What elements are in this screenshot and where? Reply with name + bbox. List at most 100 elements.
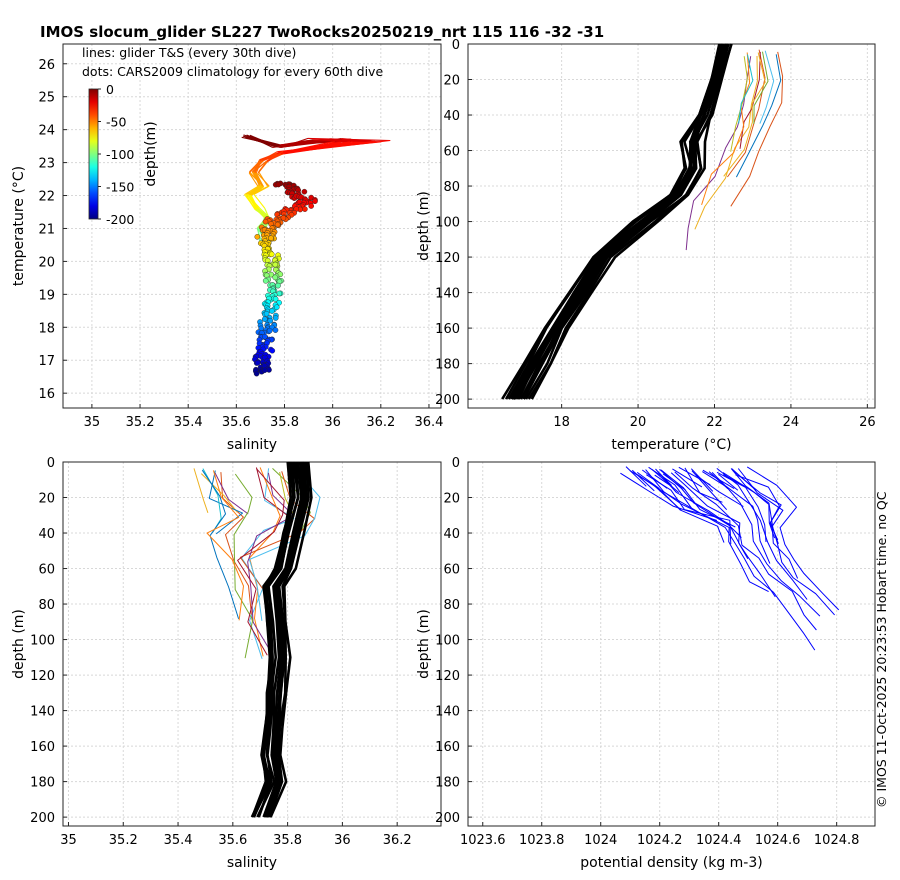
- y-axis-label: depth (m): [11, 609, 27, 679]
- x-tick-label: 35.8: [273, 833, 302, 848]
- y-tick-label: 16: [38, 387, 55, 402]
- density-profile: [711, 472, 771, 564]
- glider-temperature-profile: [527, 43, 733, 400]
- climatology-temperature-profile: [753, 51, 769, 125]
- colorbar-tick-label: -50: [106, 115, 126, 130]
- y-tick-label: 160: [435, 740, 460, 755]
- climatology-temperature-profile: [730, 56, 748, 152]
- glider-ts-line: [254, 160, 261, 174]
- depth-density-panel: 1023.6 1023.8 1024 1024.2 1024.4 1024.6 1024.8…: [416, 456, 876, 871]
- x-tick-label: 36.2: [366, 415, 395, 430]
- density-profile: [674, 471, 817, 631]
- y-tick-label: 180: [435, 776, 460, 791]
- x-tick-label: 35.2: [126, 415, 155, 430]
- density-profile: [678, 466, 711, 486]
- x-tick-label: 35.6: [222, 415, 251, 430]
- climatology-salinity-profile: [206, 470, 244, 621]
- density-profile: [637, 474, 816, 651]
- glider-ts-line: [246, 184, 262, 195]
- x-tick-label: 1024.2: [637, 833, 683, 848]
- y-tick-label: 20: [443, 492, 460, 507]
- y-tick-label: 19: [38, 288, 55, 303]
- x-tick-label: 36.4: [414, 415, 443, 430]
- glider-ts-line: [282, 140, 364, 153]
- density-profile: [657, 470, 672, 486]
- density-profile: [646, 474, 732, 545]
- glider-salinity-profile: [256, 461, 300, 818]
- y-tick-label: 200: [435, 393, 460, 408]
- axes-frame: [62, 461, 442, 827]
- climatology-dot: [262, 277, 269, 284]
- y-tick-label: 200: [435, 811, 460, 826]
- x-tick-label: 22: [706, 415, 723, 430]
- x-tick-label: 35: [60, 833, 77, 848]
- y-tick-label: 24: [38, 124, 55, 139]
- climatology-salinity-profile: [237, 468, 285, 656]
- colorbar-tick-label: -150: [106, 180, 134, 195]
- climatology-salinity-profile: [248, 468, 321, 621]
- y-tick-label: 40: [443, 109, 460, 124]
- climatology-salinity-profile: [214, 472, 249, 515]
- climatology-dot: [275, 282, 281, 289]
- density-profile: [746, 466, 840, 611]
- glider-ts-line: [249, 185, 263, 196]
- y-axis-label: depth (m): [416, 609, 432, 679]
- x-axis-label: salinity: [227, 437, 277, 453]
- glider-ts-line: [253, 185, 270, 195]
- y-tick-label: 22: [38, 190, 55, 205]
- climatology-dot: [254, 233, 261, 240]
- y-tick-label: 40: [443, 527, 460, 542]
- depth-temperature-panel: 18 20 22 24 26 0 20 40 60 80 100 120 140 160 180 200 tem…: [416, 38, 876, 453]
- climatology-temperature-profile: [735, 54, 782, 178]
- density-profile: [648, 466, 692, 509]
- climatology-dot: [268, 235, 274, 241]
- glider-salinity-profile: [266, 461, 308, 818]
- climatology-salinity-profile: [200, 473, 238, 513]
- x-axis-label: potential density (kg m-3): [580, 855, 762, 871]
- x-axis-label: salinity: [227, 855, 277, 871]
- x-tick-label: 1024: [584, 833, 617, 848]
- climatology-temperature-profile: [738, 54, 754, 124]
- axes-frame: [62, 43, 442, 409]
- colorbar-tick-label: -200: [106, 212, 134, 227]
- climatology-dot: [272, 261, 279, 268]
- y-tick-label: 17: [38, 354, 55, 369]
- climatology-dot: [267, 317, 274, 324]
- climatology-salinity-profile: [255, 467, 289, 517]
- x-tick-label: 36: [334, 833, 351, 848]
- y-tick-label: 60: [443, 145, 460, 160]
- colorbar-tick-label: -100: [106, 147, 134, 162]
- climatology-dot: [268, 251, 275, 258]
- density-profile: [625, 466, 647, 487]
- depth-salinity-panel: 35 35.2 35.4 35.6 35.8 36 36.2 0 20 40 60 80 100 120 1…: [11, 456, 442, 871]
- y-tick-label: 120: [435, 251, 460, 266]
- y-tick-label: 180: [30, 776, 55, 791]
- glider-ts-line: [313, 139, 373, 143]
- x-tick-label: 36.2: [383, 833, 412, 848]
- x-tick-label: 18: [553, 415, 570, 430]
- climatology-dot: [272, 274, 279, 281]
- y-tick-label: 18: [38, 321, 55, 336]
- climatology-salinity-profile: [239, 471, 316, 589]
- glider-salinity-profile: [269, 461, 313, 818]
- density-profile: [655, 468, 776, 598]
- density-profile: [737, 468, 799, 579]
- x-tick-label: 26: [859, 415, 876, 430]
- glider-salinity-profile: [252, 461, 295, 818]
- climatology-dot: [263, 310, 270, 317]
- density-profile: [620, 472, 718, 521]
- density-profile: [670, 472, 749, 559]
- climatology-dot: [269, 308, 275, 314]
- x-tick-label: 1024.4: [696, 833, 742, 848]
- y-tick-label: 80: [443, 180, 460, 195]
- x-tick-label: 36: [324, 415, 341, 430]
- x-axis-label: temperature (°C): [611, 437, 731, 453]
- y-tick-label: 60: [443, 563, 460, 578]
- climatology-dot: [302, 206, 308, 212]
- climatology-dot: [275, 181, 282, 188]
- y-tick-label: 60: [38, 563, 55, 578]
- climatology-dot: [266, 327, 273, 334]
- y-tick-label: 140: [435, 705, 460, 720]
- y-tick-label: 100: [435, 216, 460, 231]
